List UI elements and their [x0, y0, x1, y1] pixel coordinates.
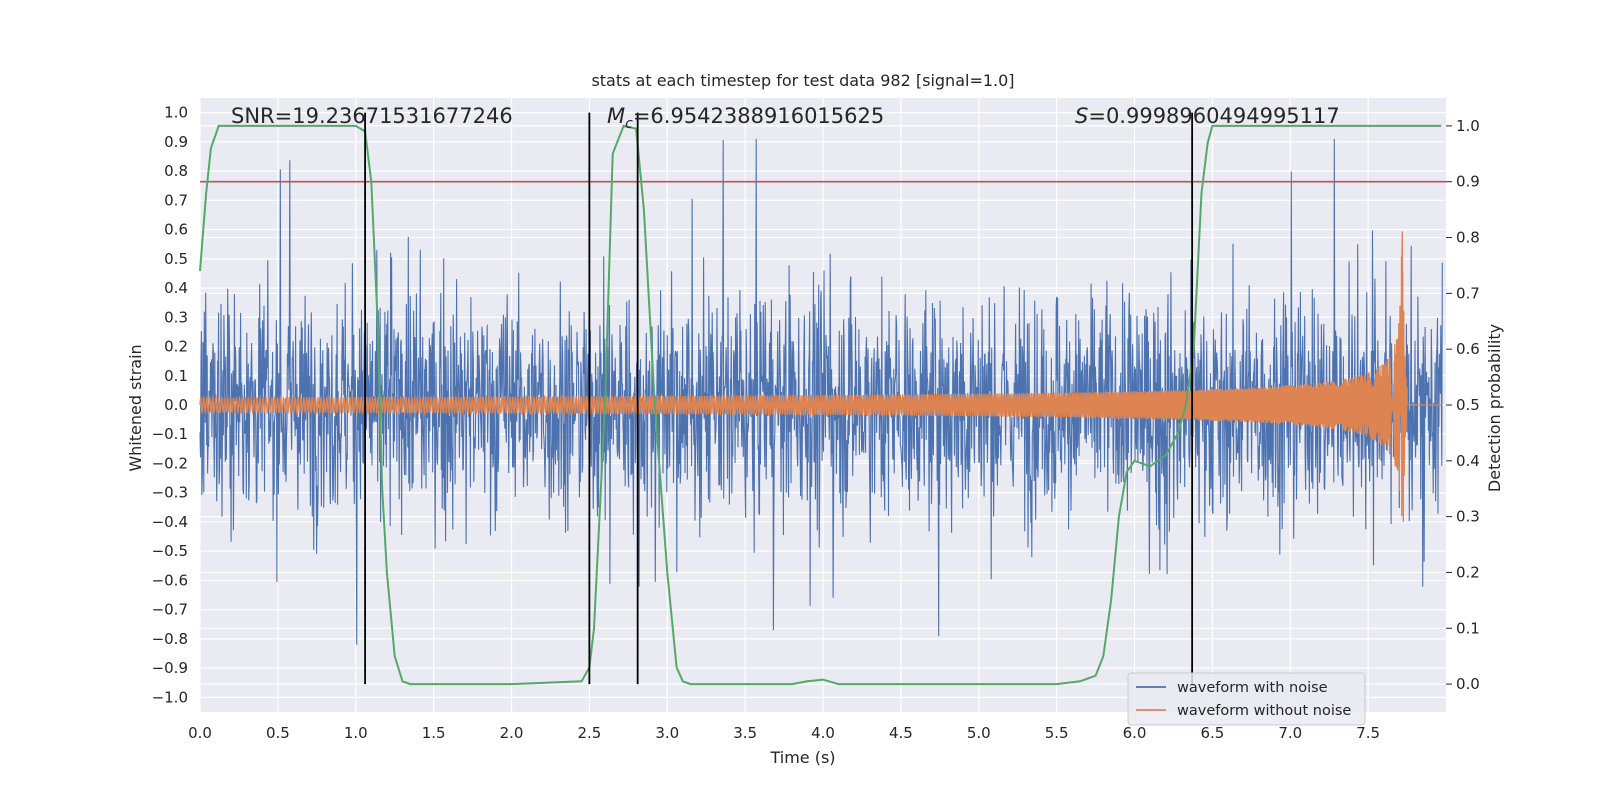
y-tick-label-left: 0.2 — [164, 338, 188, 356]
y-tick-label-left: −0.3 — [152, 484, 188, 502]
x-tick-label: 0.0 — [188, 724, 212, 742]
y-tick-label-left: −1.0 — [152, 688, 188, 706]
y-tick-label-left: 0.9 — [164, 133, 188, 151]
mc-symbol: M — [607, 104, 625, 128]
snr-annotation: SNR=19.23671531677246 — [231, 104, 513, 128]
y-tick-label-right: 0.5 — [1456, 396, 1480, 414]
y-tick-label-left: −0.4 — [152, 513, 188, 531]
y-tick-label-left: 0.8 — [164, 162, 188, 180]
y-tick-label-left: 1.0 — [164, 104, 188, 122]
chart-title: stats at each timestep for test data 982… — [591, 71, 1014, 90]
y-tick-label-right: 1.0 — [1456, 117, 1480, 135]
y-tick-label-left: −0.5 — [152, 542, 188, 560]
y-tick-label-left: −0.8 — [152, 630, 188, 648]
y-axis-label-right: Detection probability — [1485, 324, 1504, 492]
s-value: =0.9998960494995117 — [1088, 104, 1339, 128]
y-tick-label-left: 0.7 — [164, 191, 188, 209]
legend-label-noise: waveform with noise — [1177, 680, 1328, 696]
y-axis-label-left: Whitened strain — [126, 344, 145, 471]
mc-value: =6.9542388916015625 — [633, 104, 884, 128]
x-tick-label: 7.0 — [1278, 724, 1302, 742]
y-tick-label-left: −0.1 — [152, 425, 188, 443]
y-tick-label-left: −0.2 — [152, 454, 188, 472]
s-symbol: S — [1075, 104, 1088, 128]
x-tick-label: 5.5 — [1045, 724, 1069, 742]
mc-annotation: Mc=6.9542388916015625 — [607, 104, 884, 132]
y-tick-label-right: 0.4 — [1456, 452, 1480, 470]
x-tick-label: 1.5 — [422, 724, 446, 742]
y-tick-label-right: 0.3 — [1456, 508, 1480, 526]
series-waveform-without-noise — [199, 231, 1443, 522]
x-tick-label: 1.0 — [344, 724, 368, 742]
y-tick-label-left: −0.7 — [152, 601, 188, 619]
axis-ticks: 0.0 0.5 1.0 1.5 2.0 2.5 3.0 3.5 4.0 4.5 5.0 5.5 6.0 6… — [152, 104, 1480, 742]
y-tick-label-right: 0.9 — [1456, 173, 1480, 191]
probability-trace — [199, 124, 1442, 686]
x-tick-label: 2.5 — [577, 724, 601, 742]
x-tick-label: 3.0 — [655, 724, 679, 742]
y-tick-label-right: 0.2 — [1456, 563, 1480, 581]
x-tick-label: 6.0 — [1123, 724, 1147, 742]
x-tick-label: 6.5 — [1200, 724, 1224, 742]
x-tick-label: 0.5 — [266, 724, 290, 742]
y-tick-label-right: 0.1 — [1456, 619, 1480, 637]
y-tick-label-left: 0.3 — [164, 308, 188, 326]
s-annotation: S=0.9998960494995117 — [1075, 104, 1340, 128]
y-tick-label-left: 0.1 — [164, 367, 188, 385]
x-tick-label: 7.5 — [1356, 724, 1380, 742]
legend: waveform with noise waveform without noi… — [1127, 672, 1366, 726]
mc-subscript: c — [625, 116, 633, 132]
x-tick-label: 4.0 — [811, 724, 835, 742]
legend-box — [1127, 672, 1366, 726]
x-tick-label: 2.0 — [500, 724, 524, 742]
x-tick-label: 4.5 — [889, 724, 913, 742]
legend-label-chirp: waveform without noise — [1177, 703, 1351, 719]
vertical-markers — [364, 112, 1194, 685]
x-tick-label: 5.0 — [967, 724, 991, 742]
y-tick-label-right: 0.6 — [1456, 340, 1480, 358]
y-tick-label-left: 0.4 — [164, 279, 188, 297]
x-tick-label: 3.5 — [733, 724, 757, 742]
y-tick-label-left: −0.9 — [152, 659, 188, 677]
y-tick-label-left: −0.6 — [152, 571, 188, 589]
y-tick-label-left: 0.0 — [164, 396, 188, 414]
chirp-trace — [199, 231, 1443, 522]
x-axis-label: Time (s) — [769, 748, 835, 767]
series-detection-probability — [199, 124, 1442, 686]
y-tick-label-left: 0.6 — [164, 221, 188, 239]
y-tick-label-left: 0.5 — [164, 250, 188, 268]
y-tick-label-right: 0.0 — [1456, 675, 1480, 693]
y-tick-label-right: 0.7 — [1456, 284, 1480, 302]
y-tick-label-right: 0.8 — [1456, 229, 1480, 247]
